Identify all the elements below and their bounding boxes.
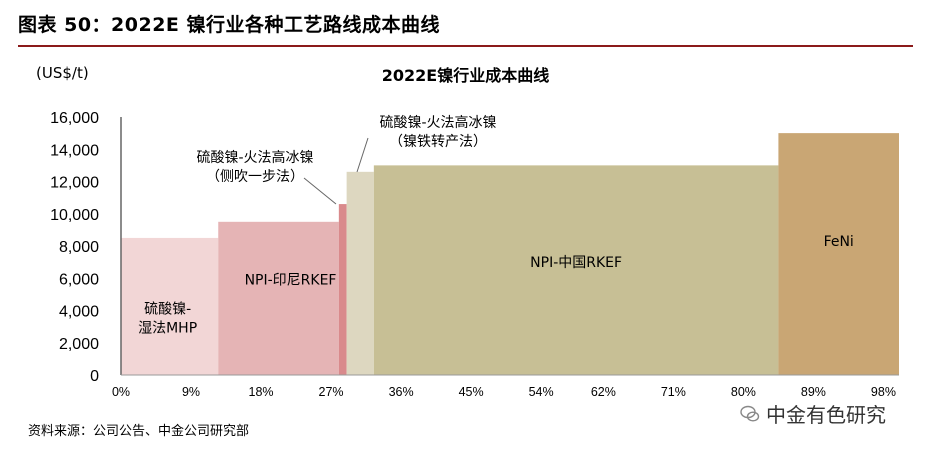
- x-tick-label: 36%: [389, 385, 414, 399]
- watermark: 中金有色研究: [740, 399, 886, 428]
- x-tick-label: 89%: [801, 385, 826, 399]
- y-axis: 0 2,000 4,000 6,000 8,000 10,000 12,000 14,000 1…: [50, 110, 122, 385]
- y-tick-label: 4,000: [59, 304, 99, 321]
- segment-label-mhp: 硫酸镍-湿法MHP: [138, 302, 197, 337]
- y-axis-unit-label: (US$/t): [36, 64, 89, 82]
- cost-bar-1: [218, 221, 339, 375]
- wechat-icon: [740, 405, 760, 422]
- cost-bar-5: [778, 133, 899, 375]
- segment-label-feni-conversion: 硫酸镍-火法高冰镍（镍铁转产法）: [379, 114, 496, 150]
- figure-title: 图表 50：2022E 镍行业各种工艺路线成本曲线: [18, 14, 441, 36]
- cost-bar-4: [373, 165, 779, 375]
- y-tick-label: 10,000: [50, 207, 99, 224]
- y-tick-label: 12,000: [50, 175, 99, 192]
- callout-leader-feni-conversion: [356, 137, 369, 173]
- segment-labels: 硫酸镍-湿法MHP NPI-印尼RKEF NPI-中国RKEF FeNi 硫酸镍-火法高…: [138, 114, 854, 337]
- y-tick-label: 2,000: [59, 336, 99, 353]
- bar-segments: [121, 133, 899, 375]
- source-note: 资料来源：公司公告、中金公司研究部: [28, 424, 250, 439]
- segment-label-indonesia-rkef: NPI-印尼RKEF: [245, 273, 337, 289]
- y-tick-label: 6,000: [59, 271, 99, 288]
- chart-title: 2022E镍行业成本曲线: [381, 66, 550, 85]
- x-tick-label: 54%: [529, 385, 554, 399]
- y-tick-label: 16,000: [50, 110, 99, 127]
- callout-leader-side-blown: [303, 177, 337, 205]
- watermark-text: 中金有色研究: [766, 403, 886, 427]
- x-axis: 0% 9% 18% 27% 36% 45% 54% 62% 71% 80% 89% 98%: [112, 374, 899, 399]
- x-tick-label: 9%: [182, 385, 200, 399]
- x-tick-label: 98%: [871, 385, 896, 399]
- x-tick-label: 27%: [319, 385, 344, 399]
- x-tick-label: 71%: [661, 385, 686, 399]
- x-tick-label: 45%: [459, 385, 484, 399]
- segment-label-feni: FeNi: [824, 234, 854, 250]
- segment-label-china-rkef: NPI-中国RKEF: [530, 255, 622, 271]
- title-divider: [18, 45, 913, 47]
- x-tick-label: 18%: [249, 385, 274, 399]
- x-tick-label: 80%: [731, 385, 756, 399]
- cost-bar-2: [338, 204, 347, 375]
- x-tick-label: 62%: [591, 385, 616, 399]
- y-tick-label: 14,000: [50, 142, 99, 159]
- y-tick-label: 8,000: [59, 239, 99, 256]
- y-tick-label: 0: [90, 368, 99, 385]
- segment-label-side-blown: 硫酸镍-火法高冰镍（侧吹一步法）: [196, 149, 313, 185]
- x-tick-label: 0%: [112, 385, 130, 399]
- cost-bar-0: [121, 237, 219, 375]
- cost-bar-3: [346, 171, 374, 375]
